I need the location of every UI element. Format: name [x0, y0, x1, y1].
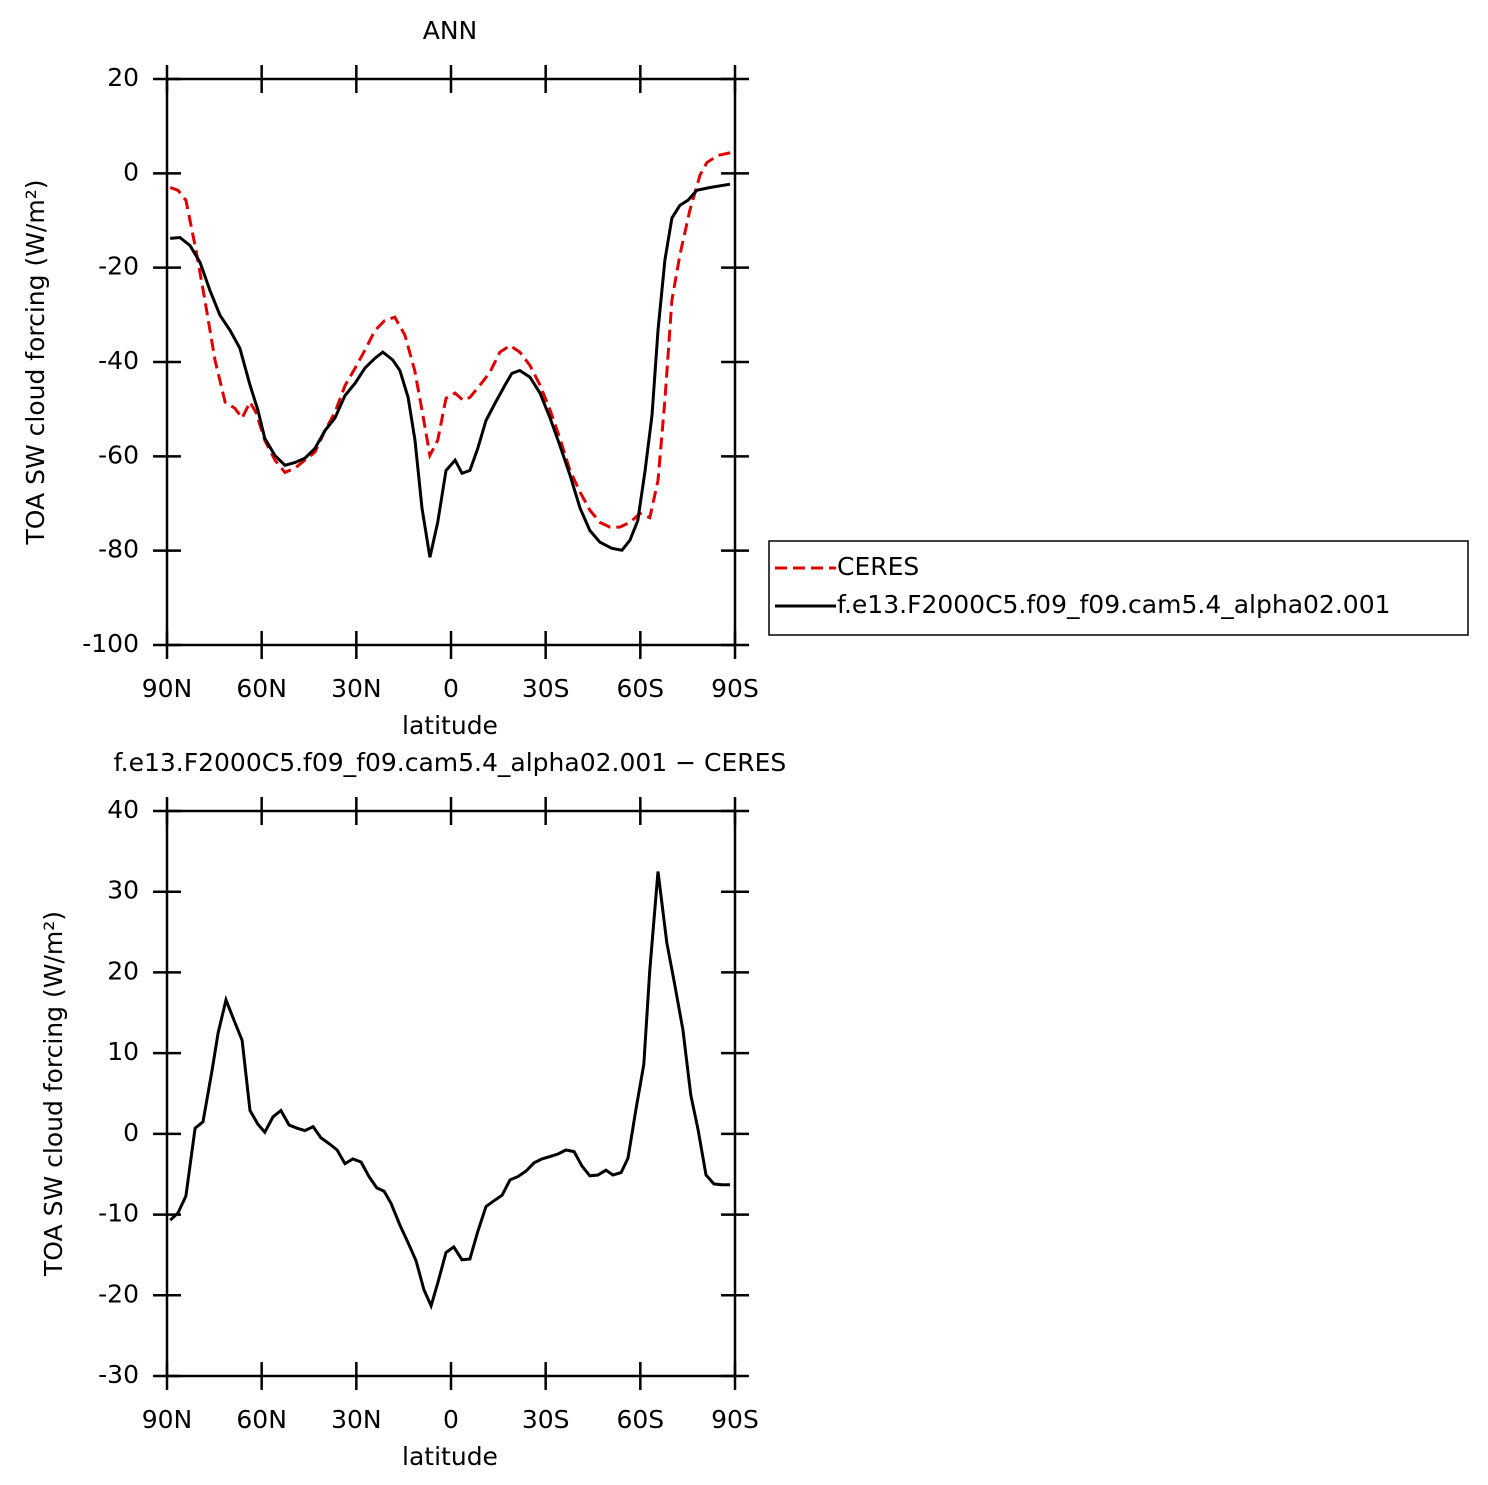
x-tick-label: 0: [443, 1405, 459, 1434]
x-tick-label: 90N: [142, 674, 193, 703]
y-tick-label: -60: [98, 440, 139, 469]
y-tick-label: -10: [98, 1199, 139, 1228]
y-tick-label: -30: [98, 1360, 139, 1389]
legend-label: f.e13.F2000C5.f09_f09.cam5.4_alpha02.001: [837, 590, 1391, 619]
y-tick-label: 10: [107, 1037, 139, 1066]
y-tick-label: -100: [82, 629, 139, 658]
y-tick-label: 20: [107, 63, 139, 92]
x-tick-label: 30S: [522, 1405, 570, 1434]
plot-frame: [165, 77, 737, 647]
y-tick-label: -20: [98, 1279, 139, 1308]
x-tick-label: 30S: [522, 674, 570, 703]
x-tick-label: 60N: [236, 1405, 287, 1434]
data-line: [170, 182, 731, 558]
y-tick-label: -20: [98, 252, 139, 281]
y-axis-label: TOA SW cloud forcing (W/m²): [39, 911, 68, 1277]
data-line: [169, 150, 734, 529]
x-tick-label: 60N: [236, 674, 287, 703]
y-tick-label: -40: [98, 346, 139, 375]
legend-label: CERES: [837, 552, 919, 581]
x-tick-label: 0: [443, 674, 459, 703]
x-tick-label: 90S: [711, 674, 759, 703]
plot-frame: [165, 809, 737, 1378]
y-tick-label: -80: [98, 535, 139, 564]
y-tick-label: 20: [107, 956, 139, 985]
x-tick-label: 60S: [616, 1405, 664, 1434]
x-tick-label: 90N: [142, 1405, 193, 1434]
y-tick-label: 40: [107, 795, 139, 824]
y-tick-label: 0: [123, 157, 139, 186]
x-axis-label: latitude: [402, 711, 498, 740]
x-tick-label: 60S: [616, 674, 664, 703]
y-tick-label: 0: [123, 1118, 139, 1147]
legend-box: [768, 540, 1469, 636]
chart-title: f.e13.F2000C5.f09_f09.cam5.4_alpha02.001…: [114, 748, 787, 777]
y-axis-label: TOA SW cloud forcing (W/m²): [21, 180, 50, 546]
x-tick-label: 30N: [331, 674, 382, 703]
data-line: [169, 871, 730, 1311]
y-tick-label: 30: [107, 876, 139, 905]
x-tick-label: 90S: [711, 1405, 759, 1434]
x-axis-label: latitude: [402, 1442, 498, 1471]
x-tick-label: 30N: [331, 1405, 382, 1434]
chart-title: ANN: [423, 16, 478, 45]
